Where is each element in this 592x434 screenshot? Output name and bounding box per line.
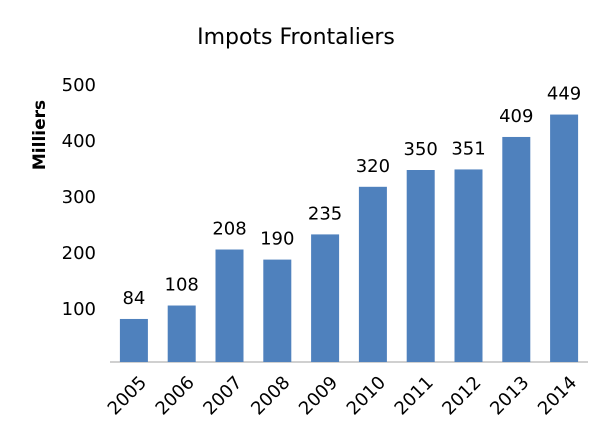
bar [550,114,579,362]
bar [502,136,531,362]
x-tick-label: 2014 [534,372,581,419]
data-label: 84 [122,288,145,309]
x-tick-label: 2010 [343,372,390,419]
y-tick-label: 300 [62,187,96,208]
y-tick-label: 200 [62,243,96,264]
x-tick-label: 2007 [199,372,246,419]
x-tick-label: 2008 [247,372,294,419]
data-label: 351 [451,138,485,159]
x-tick-label: 2009 [295,372,342,419]
bar [215,249,244,362]
bar [167,305,196,362]
y-axis-label: Milliers [30,100,50,170]
y-tick-label: 400 [62,131,96,152]
data-label: 449 [547,84,581,105]
bar [406,170,435,362]
data-label: 409 [499,106,533,127]
bar [263,259,292,362]
data-label: 235 [308,203,342,224]
y-tick-label: 100 [62,299,96,320]
x-tick-label: 2005 [104,372,151,419]
data-label: 208 [212,219,246,240]
bar [311,234,340,362]
data-label: 108 [165,275,199,296]
data-label: 350 [404,139,438,160]
y-tick-label: 500 [62,75,96,96]
x-tick-label: 2006 [152,372,199,419]
bar [358,186,387,362]
bar [454,169,483,362]
x-tick-label: 2013 [486,372,533,419]
data-label: 320 [356,156,390,177]
x-tick-label: 2011 [391,372,438,419]
data-label: 190 [260,229,294,250]
chart-title: Impots Frontaliers [197,25,395,50]
bar [119,318,148,362]
x-tick-label: 2012 [438,372,485,419]
